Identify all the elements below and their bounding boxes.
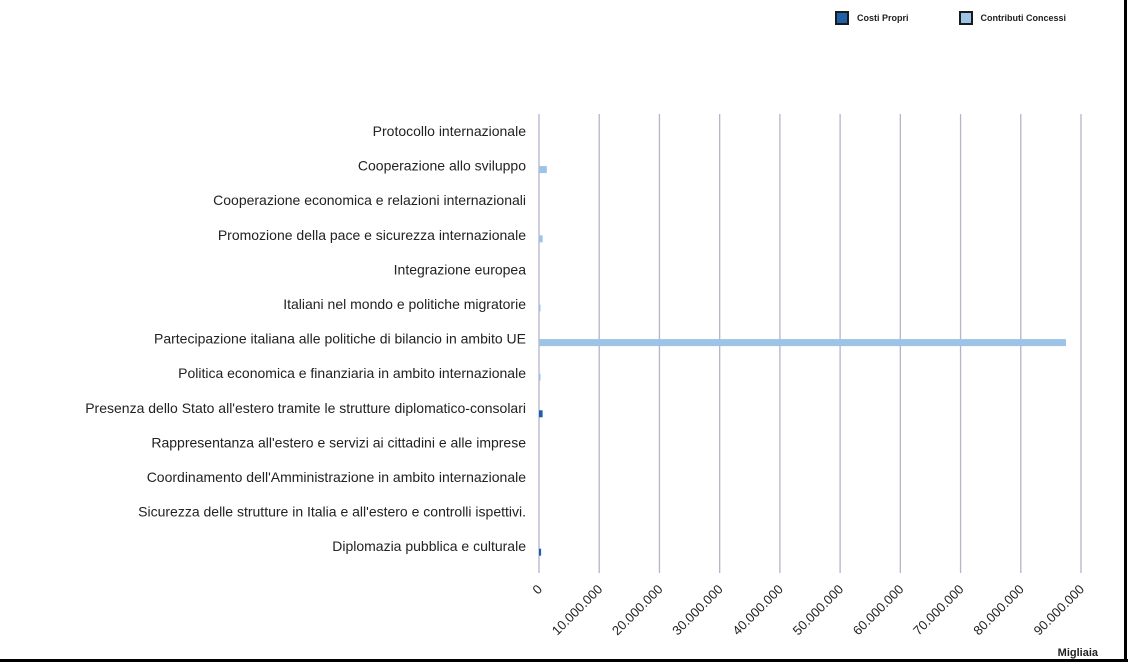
chart-bottom-border [0, 659, 1128, 662]
tick-label-7: 70.000.000 [910, 582, 967, 639]
bar-contributi-concessi-6 [539, 339, 1066, 347]
legend-label-costi-propri: Costi Propri [857, 13, 909, 23]
category-label-1: Cooperazione allo sviluppo [358, 158, 526, 174]
bar-contributi-concessi-7 [539, 373, 541, 381]
category-label-2: Cooperazione economica e relazioni inter… [213, 192, 526, 208]
bar-costi-propri-12 [539, 548, 542, 556]
category-label-5: Italiani nel mondo e politiche migratori… [283, 296, 526, 312]
legend-swatch-contributi-concessi [958, 11, 973, 25]
category-label-10: Coordinamento dell'Amministrazione in am… [147, 469, 527, 485]
chart-legend: Costi Propri Contributi Concessi [835, 6, 1066, 30]
category-label-6: Partecipazione italiana alle politiche d… [154, 331, 526, 347]
tick-label-9: 90.000.000 [1030, 582, 1087, 639]
tick-label-0: 0 [529, 582, 545, 598]
tick-label-4: 40.000.000 [729, 582, 786, 639]
bar-contributi-concessi-5 [539, 304, 541, 312]
tick-label-8: 80.000.000 [970, 582, 1027, 639]
legend-label-contributi-concessi: Contributi Concessi [980, 13, 1067, 23]
tick-label-1: 10.000.000 [549, 582, 606, 639]
category-label-3: Promozione della pace e sicurezza intern… [218, 227, 526, 243]
bar-contributi-concessi-1 [539, 166, 547, 174]
category-label-8: Presenza dello Stato all'estero tramite … [85, 400, 526, 416]
legend-swatch-costi-propri [835, 11, 849, 25]
category-label-0: Protocollo internazionale [373, 123, 527, 139]
bar-costi-propri-8 [539, 410, 543, 418]
category-label-12: Diplomazia pubblica e culturale [332, 538, 526, 554]
category-label-9: Rappresentanza all'estero e servizi ai c… [151, 434, 526, 450]
category-label-11: Sicurezza delle strutture in Italia e al… [138, 504, 526, 520]
tick-label-5: 50.000.000 [790, 582, 847, 639]
chart-right-border [1124, 0, 1127, 662]
tick-label-6: 60.000.000 [850, 582, 907, 639]
bar-contributi-concessi-3 [539, 235, 543, 243]
legend-item-contributi-concessi: Contributi Concessi [958, 11, 1067, 25]
tick-label-2: 20.000.000 [609, 582, 666, 639]
tick-label-3: 30.000.000 [669, 582, 726, 639]
category-label-7: Politica economica e finanziaria in ambi… [178, 365, 526, 381]
category-label-4: Integrazione europea [394, 261, 527, 277]
legend-item-costi-propri: Costi Propri [835, 11, 909, 25]
axis-unit-label: Migliaia [1058, 647, 1099, 659]
